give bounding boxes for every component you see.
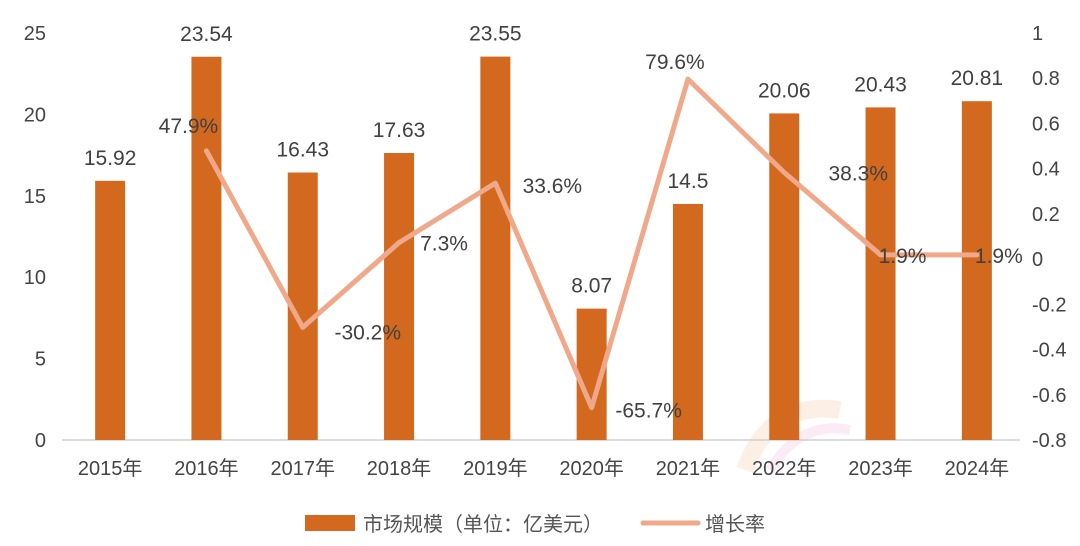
bar-data-label: 20.06 bbox=[758, 79, 811, 102]
bar-data-label: 17.63 bbox=[373, 119, 426, 142]
bar-data-label: 8.07 bbox=[571, 275, 612, 298]
y-tick-label: 5 bbox=[35, 349, 46, 371]
legend-swatch-bar bbox=[305, 515, 355, 531]
x-tick-label: 2017年 bbox=[271, 457, 336, 480]
line-data-label: 79.6% bbox=[645, 51, 705, 74]
y2-tick-label: 0.2 bbox=[1032, 204, 1060, 226]
left-axis: 0 5 10 15 20 25 bbox=[24, 23, 46, 452]
x-tick-label: 2023年 bbox=[848, 457, 913, 480]
y-tick-label: 15 bbox=[24, 186, 46, 208]
bar bbox=[866, 107, 896, 440]
y2-tick-label: 0.8 bbox=[1032, 68, 1060, 90]
y2-tick-label: -0.4 bbox=[1032, 340, 1066, 362]
x-tick-label: 2016年 bbox=[174, 457, 239, 480]
y2-tick-label: 1 bbox=[1032, 23, 1043, 45]
y2-tick-label: -0.2 bbox=[1032, 294, 1066, 316]
bar-data-label: 20.43 bbox=[854, 73, 907, 96]
legend-label-line: 增长率 bbox=[705, 513, 765, 536]
y2-tick-label: -0.8 bbox=[1032, 430, 1066, 452]
line-data-label: 1.9% bbox=[975, 245, 1023, 268]
bar bbox=[962, 101, 992, 440]
bar-data-label: 20.81 bbox=[951, 67, 1004, 90]
y2-tick-label: 0.4 bbox=[1032, 159, 1060, 181]
line-data-label: 7.3% bbox=[420, 233, 468, 256]
y-tick-label: 10 bbox=[24, 267, 46, 289]
y2-tick-label: 0 bbox=[1032, 249, 1043, 271]
x-tick-label: 2022年 bbox=[752, 457, 817, 480]
x-tick-label: 2020年 bbox=[559, 457, 624, 480]
bar-data-label: 14.5 bbox=[668, 170, 709, 193]
x-tick-label: 2019年 bbox=[463, 457, 528, 480]
line-data-label: 33.6% bbox=[523, 175, 583, 198]
y-tick-label: 20 bbox=[24, 104, 46, 126]
line-data-label: -30.2% bbox=[334, 321, 401, 344]
line-data-label: 38.3% bbox=[828, 163, 888, 186]
x-tick-label: 2018年 bbox=[367, 457, 432, 480]
x-tick-labels: 2015年 2016年 2017年 2018年 2019年 2020年 2021年 2022年… bbox=[78, 457, 1009, 480]
bar bbox=[95, 181, 125, 440]
bar-data-label: 15.92 bbox=[84, 147, 137, 170]
y-tick-label: 25 bbox=[24, 23, 46, 45]
y2-tick-label: 0.6 bbox=[1032, 113, 1060, 135]
bar-data-label: 23.55 bbox=[469, 23, 522, 46]
bar bbox=[480, 57, 510, 440]
line-data-label: 1.9% bbox=[879, 245, 927, 268]
bar-data-label: 23.54 bbox=[180, 23, 233, 46]
y-tick-label: 0 bbox=[35, 430, 46, 452]
x-tick-label: 2015年 bbox=[78, 457, 143, 480]
x-tick-label: 2021年 bbox=[656, 457, 721, 480]
x-tick-label: 2024年 bbox=[945, 457, 1010, 480]
right-axis: -0.8 -0.6 -0.4 -0.2 0 0.2 0.4 0.6 0.8 1 bbox=[1032, 23, 1066, 452]
legend-label-bar: 市场规模（单位：亿美元） bbox=[363, 513, 603, 536]
bar bbox=[384, 153, 414, 440]
bar-data-label: 16.43 bbox=[276, 139, 329, 162]
y2-tick-label: -0.6 bbox=[1032, 385, 1066, 407]
line-data-label: -65.7% bbox=[615, 400, 682, 423]
legend: 市场规模（单位：亿美元） 增长率 bbox=[305, 513, 765, 536]
line-data-label: 47.9% bbox=[159, 115, 219, 138]
bar-series bbox=[95, 57, 992, 440]
